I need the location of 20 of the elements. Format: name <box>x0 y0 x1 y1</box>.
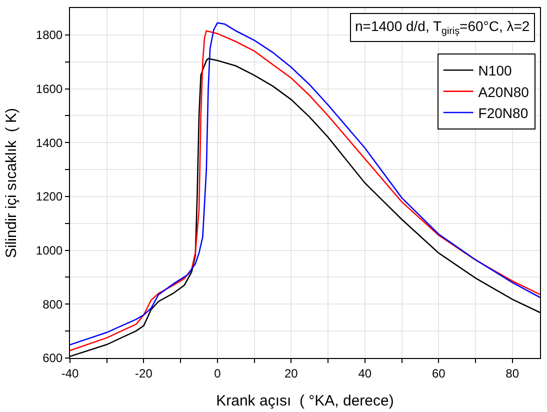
y-tick-label: 1200 <box>36 190 63 204</box>
x-tick-label: -20 <box>135 366 153 380</box>
y-axis-title: Silindir içi sıcaklık ( K) <box>3 108 20 258</box>
y-tick-label: 600 <box>42 351 63 366</box>
y-tick-label: 1400 <box>36 136 63 150</box>
x-tick-label: 20 <box>284 366 298 380</box>
y-tick-label: 800 <box>42 297 63 312</box>
x-tick-label: 0 <box>214 366 222 380</box>
x-tick-label: -40 <box>61 366 79 380</box>
legend-label: N100 <box>478 62 512 79</box>
legend-label: F20N80 <box>478 104 528 121</box>
y-tick-label: 1000 <box>36 244 63 258</box>
legend-label: A20N80 <box>478 84 530 100</box>
x-tick-label: 60 <box>432 366 446 380</box>
annotation: n=1400 d/d, T$_{giriş}$=60°C, λ=2 <box>355 18 530 37</box>
y-tick-label: 1600 <box>36 82 63 96</box>
y-tick-label: 1800 <box>36 28 63 42</box>
x-tick-label: 40 <box>358 366 372 380</box>
x-tick-label: 80 <box>506 366 520 380</box>
x-axis-title: Krank açısı ( °KA, derece) <box>216 392 394 410</box>
